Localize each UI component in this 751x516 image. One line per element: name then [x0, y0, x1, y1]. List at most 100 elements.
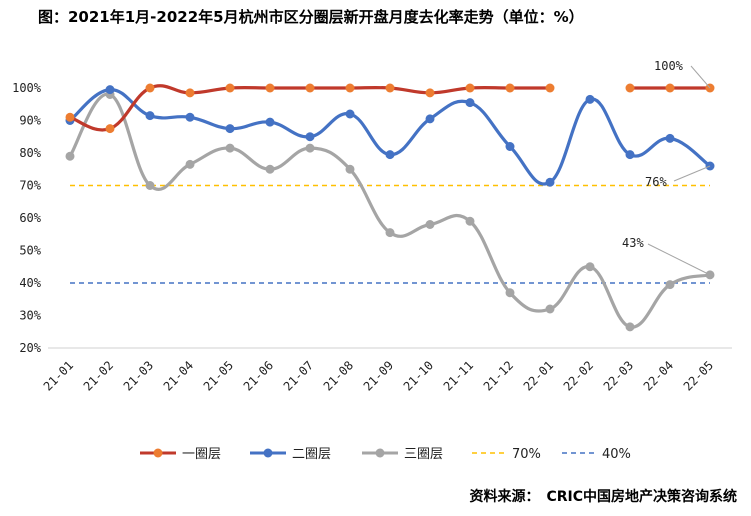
annotation-leader [647, 243, 711, 276]
data-point [225, 143, 235, 153]
annotation-label: 43% [622, 236, 644, 250]
data-point [185, 112, 195, 122]
legend-item-4: 70% [472, 447, 541, 462]
data-point [305, 143, 315, 153]
y-tick-label: 60% [19, 211, 41, 225]
data-point [225, 124, 235, 134]
x-tick-label: 22-03 [601, 358, 636, 393]
x-tick-label: 21-03 [121, 358, 156, 393]
x-tick-label: 21-04 [161, 358, 196, 393]
y-tick-label: 100% [12, 81, 42, 95]
data-point [185, 159, 195, 169]
data-point [265, 83, 275, 93]
data-point [305, 132, 315, 142]
x-tick-label: 21-06 [241, 358, 276, 393]
x-tick-label: 22-05 [681, 358, 716, 393]
data-point [105, 85, 115, 95]
legend-item-1: 一圈层 [140, 447, 221, 462]
legend-marker [375, 448, 385, 458]
y-tick-label: 90% [19, 114, 41, 128]
data-point [145, 83, 155, 93]
data-point [145, 181, 155, 190]
data-point [585, 94, 595, 104]
y-tick-label: 40% [19, 276, 41, 290]
y-tick-label: 50% [19, 244, 41, 258]
x-tick-label: 22-01 [521, 358, 556, 393]
data-point [425, 220, 435, 229]
series-layer [65, 83, 715, 332]
x-tick-label: 21-10 [401, 358, 436, 393]
y-tick-label: 20% [19, 341, 41, 355]
legend-marker [153, 448, 163, 458]
x-tick-label: 21-11 [441, 358, 476, 393]
data-point [625, 83, 635, 93]
data-point [105, 124, 115, 134]
x-tick-label: 22-02 [561, 358, 596, 393]
x-tick-label: 21-09 [361, 358, 396, 393]
data-point [505, 142, 515, 151]
data-point [65, 151, 75, 161]
data-point [425, 88, 435, 98]
data-point [465, 83, 475, 93]
legend-label: 70% [512, 447, 541, 462]
data-point [465, 98, 475, 108]
series-3 [65, 90, 715, 332]
data-point [545, 83, 555, 93]
data-point [505, 288, 515, 298]
legend-item-3: 三圈层 [362, 447, 443, 462]
series-1 [65, 83, 715, 134]
data-point [265, 117, 275, 127]
x-tick-label: 21-08 [321, 358, 356, 393]
data-point [505, 83, 515, 93]
y-tick-label: 70% [19, 179, 41, 193]
data-point [465, 216, 475, 226]
data-point [345, 109, 355, 119]
x-tick-label: 21-07 [281, 358, 316, 393]
data-point [65, 112, 75, 122]
x-tick-label: 21-01 [41, 358, 76, 393]
legend-item-2: 二圈层 [250, 447, 331, 462]
x-tick-label: 21-05 [201, 358, 236, 393]
annotation-leader [690, 65, 711, 89]
data-point [625, 322, 635, 332]
annotation-label: 100% [654, 59, 684, 73]
data-point [545, 177, 555, 187]
legend-label: 一圈层 [182, 447, 221, 462]
data-point [345, 164, 355, 174]
data-point [385, 83, 395, 93]
source-note: 资料来源： CRIC中国房地产决策咨询系统 [469, 489, 737, 505]
data-point [145, 111, 155, 121]
y-tick-label: 80% [19, 146, 41, 160]
data-point [425, 114, 435, 124]
data-point [305, 83, 315, 93]
legend-marker [263, 448, 273, 458]
data-point [385, 228, 395, 238]
data-point [545, 304, 555, 314]
legend-label: 三圈层 [404, 447, 443, 462]
series-line [68, 88, 711, 186]
data-point [665, 280, 675, 290]
chart-title: 图：2021年1月-2022年5月杭州市区分圈层新开盘月度去化率走势（单位：%） [38, 8, 584, 26]
legend-label: 二圈层 [292, 447, 331, 462]
data-point [225, 83, 235, 93]
legend-item-5: 40% [562, 447, 631, 462]
annotation-leader [673, 165, 711, 182]
data-point [585, 262, 595, 272]
annotations: 100% 76% 43% [622, 59, 711, 276]
data-point [265, 164, 275, 174]
data-point [345, 83, 355, 93]
x-tick-label: 21-02 [81, 358, 116, 393]
data-point [625, 150, 635, 160]
legend-label: 40% [602, 447, 631, 462]
data-point [185, 88, 195, 98]
y-tick-label: 30% [19, 309, 41, 323]
annotation-label: 76% [645, 175, 667, 189]
data-point [665, 83, 675, 93]
data-point [665, 133, 675, 143]
x-tick-label: 22-04 [641, 358, 676, 393]
data-point [385, 150, 395, 160]
legend: 一圈层 二圈层 三圈层 70% 40% [140, 447, 631, 462]
x-tick-label: 21-12 [481, 358, 516, 393]
series-2 [65, 85, 715, 187]
